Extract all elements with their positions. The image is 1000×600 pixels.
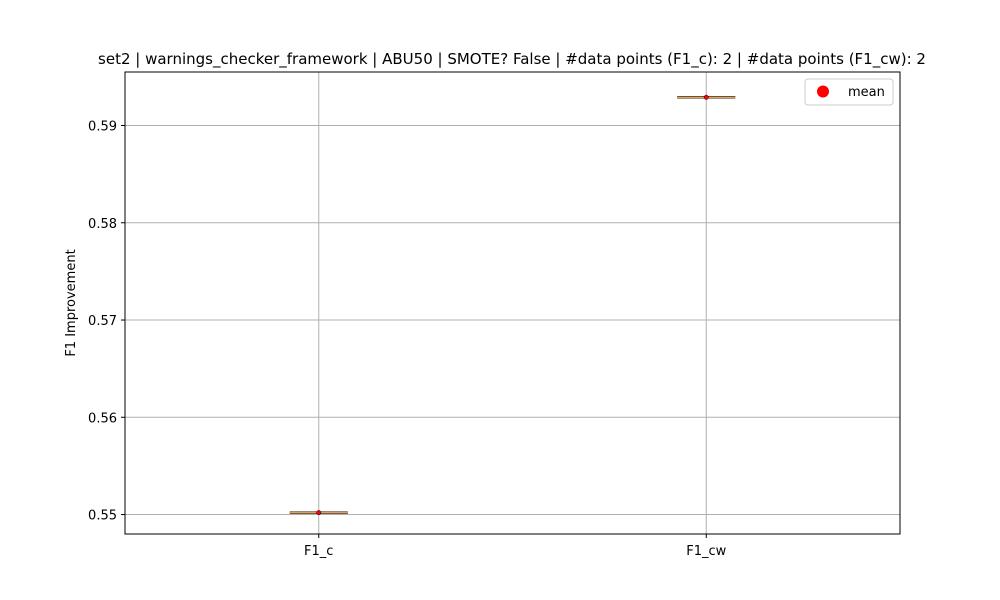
- y-tick-label: 0.55: [88, 509, 117, 524]
- plot-area-frame: [124, 71, 901, 535]
- x-tick-label: F1_cw: [686, 544, 726, 559]
- y-axis-ticks: 0.55 0.56 0.57 0.58 0.59: [88, 119, 125, 524]
- y-tick-label: 0.56: [88, 411, 117, 426]
- boxes: [289, 94, 736, 516]
- legend-mean-marker: [817, 85, 829, 98]
- legend: mean: [804, 78, 894, 106]
- x-tick-label: F1_c: [304, 544, 333, 559]
- x-axis-ticks: F1_c F1_cw: [304, 534, 727, 559]
- y-tick-label: 0.57: [88, 314, 117, 329]
- y-tick-label: 0.58: [88, 217, 117, 232]
- chart-title: set2 | warnings_checker_framework | ABU5…: [98, 50, 926, 69]
- y-tick-label: 0.59: [88, 119, 117, 134]
- legend-frame: [804, 78, 894, 106]
- mean-marker: [316, 510, 322, 516]
- mean-marker: [703, 94, 709, 100]
- y-axis-label: F1 Improvement: [64, 249, 79, 356]
- grid-lines: [125, 72, 900, 534]
- legend-mean-label: mean: [848, 85, 885, 100]
